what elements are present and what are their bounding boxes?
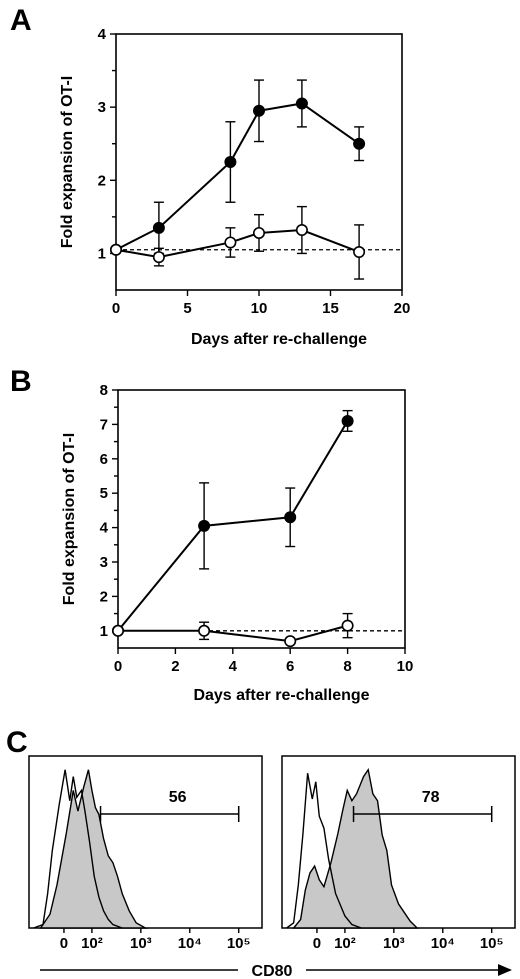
y-tick-label: 6 — [100, 451, 108, 468]
plot-frame — [117, 389, 406, 649]
y-tick-label: 3 — [100, 554, 108, 571]
series-line-open — [118, 624, 348, 643]
series-line-filled — [117, 420, 349, 632]
panel-label: C — [6, 726, 28, 759]
data-point-filled — [284, 511, 297, 524]
x-tick-label: 15 — [322, 300, 339, 317]
y-tick-label: 1 — [98, 245, 106, 262]
y-tick-label: 1 — [100, 623, 108, 640]
x-tick-label: 20 — [394, 300, 411, 317]
series-line-filled — [115, 102, 360, 251]
x-axis-label: CD80 — [252, 963, 293, 979]
arrow-right-icon — [498, 964, 512, 976]
panel-label: A — [10, 4, 32, 37]
gate-percentage-label: 78 — [422, 789, 440, 806]
x-tick-label: 10³ — [130, 935, 152, 952]
x-tick-label: 10 — [397, 658, 414, 675]
gate-percentage-label: 56 — [169, 789, 187, 806]
x-tick-label: 4 — [229, 658, 238, 675]
data-point-open — [253, 226, 266, 239]
data-point-filled — [253, 104, 266, 117]
x-tick-label: 8 — [343, 658, 351, 675]
y-tick-label: 2 — [100, 588, 108, 605]
data-point-filled — [295, 97, 308, 110]
data-point-open — [152, 251, 165, 264]
y-tick-label: 4 — [98, 26, 107, 43]
x-tick-label: 10³ — [383, 935, 405, 952]
x-axis-label: Days after re-challenge — [193, 687, 369, 704]
data-point-open — [341, 619, 354, 632]
y-axis-label: Fold expansion of OT-I — [61, 433, 78, 605]
y-tick-label: 5 — [100, 485, 108, 502]
x-tick-label: 10⁴ — [431, 935, 455, 952]
histogram-stained-fill — [39, 769, 149, 929]
histogram-control-outline — [33, 769, 123, 929]
y-tick-label: 8 — [100, 382, 108, 399]
data-point-open — [353, 245, 366, 258]
x-tick-label: 0 — [313, 935, 321, 952]
histogram-1: 56 0 10² 10³ 10⁴ 10⁵ — [28, 755, 263, 952]
x-tick-label: 0 — [114, 658, 122, 675]
x-tick-label: 0 — [60, 935, 68, 952]
x-tick-label: 10² — [334, 935, 356, 952]
panel-label: B — [10, 365, 32, 398]
data-point-open — [110, 243, 123, 256]
histogram-stained-fill — [292, 767, 419, 929]
data-point-open — [198, 624, 211, 637]
x-tick-label: 10⁴ — [178, 935, 202, 952]
data-point-open — [112, 624, 125, 637]
x-tick-label: 10 — [251, 300, 268, 317]
histogram-control-outline — [286, 773, 362, 929]
data-point-open — [224, 236, 237, 249]
y-tick-label: 2 — [98, 172, 106, 189]
x-tick-label: 0 — [112, 300, 120, 317]
histogram-2: 78 0 10² 10³ 10⁴ 10⁵ — [281, 755, 516, 952]
x-tick-label: 10² — [81, 935, 103, 952]
y-tick-label: 4 — [100, 520, 109, 537]
x-tick-label: 5 — [183, 300, 191, 317]
data-point-filled — [198, 519, 211, 532]
x-tick-label: 10⁵ — [480, 935, 504, 952]
chart-panel-A: A 0 5 10 15 20 1 2 3 4 Days after re-challenge Fold… — [10, 4, 410, 348]
y-tick-label: 7 — [100, 416, 108, 433]
x-tick-label: 10⁵ — [227, 935, 251, 952]
x-axis-label: Days after re-challenge — [191, 331, 367, 348]
data-point-open — [295, 224, 308, 237]
data-point-filled — [353, 137, 366, 150]
data-point-open — [284, 635, 297, 648]
x-tick-label: 6 — [286, 658, 294, 675]
data-point-filled — [224, 156, 237, 169]
data-point-filled — [152, 221, 165, 234]
data-point-filled — [341, 414, 354, 427]
y-tick-label: 3 — [98, 99, 106, 116]
x-tick-label: 2 — [171, 658, 179, 675]
y-axis-label: Fold expansion of OT-I — [59, 76, 76, 248]
series-line-open — [115, 229, 360, 259]
